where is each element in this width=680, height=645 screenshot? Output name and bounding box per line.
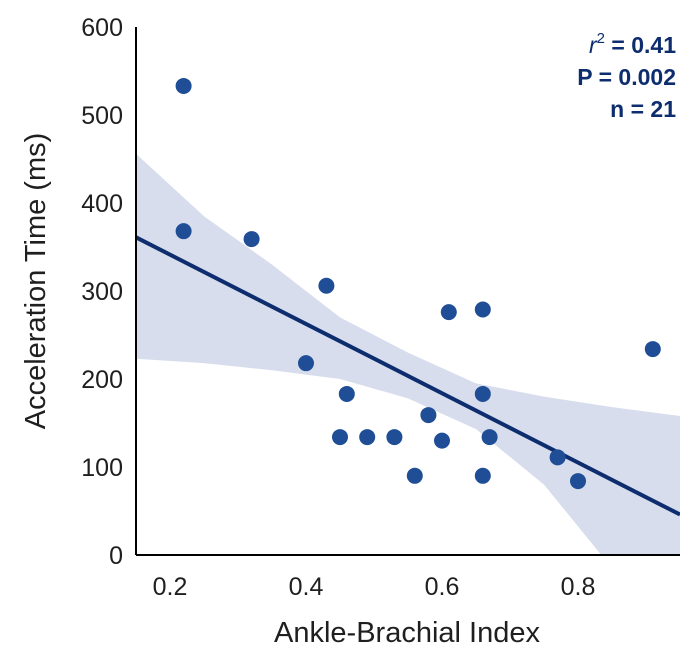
data-point bbox=[644, 341, 661, 358]
x-tick-label: 0.8 bbox=[561, 573, 596, 601]
data-point bbox=[481, 429, 498, 446]
data-point bbox=[440, 304, 457, 321]
data-point bbox=[318, 277, 335, 294]
data-point bbox=[386, 429, 403, 446]
r-squared-annotation: r2 = 0.41 bbox=[589, 30, 676, 58]
regression-line bbox=[136, 235, 680, 517]
data-point bbox=[420, 407, 437, 424]
y-tick-label: 300 bbox=[81, 278, 123, 306]
y-axis-title: Acceleration Time (ms) bbox=[20, 133, 52, 430]
data-point bbox=[298, 355, 314, 372]
data-point bbox=[570, 473, 586, 490]
x-tick-label: 0.4 bbox=[289, 573, 324, 601]
data-point bbox=[175, 223, 192, 240]
p-value-annotation: P = 0.002 bbox=[577, 64, 676, 90]
data-points bbox=[175, 77, 661, 490]
data-point bbox=[474, 467, 491, 484]
x-tick-label: 0.2 bbox=[153, 573, 188, 601]
confidence-band bbox=[136, 153, 680, 555]
data-point bbox=[359, 429, 376, 446]
data-point bbox=[474, 385, 491, 402]
x-axis-title: Ankle-Brachial Index bbox=[274, 617, 540, 645]
data-point bbox=[474, 301, 491, 318]
y-tick-label: 400 bbox=[81, 190, 123, 218]
data-point bbox=[332, 429, 348, 446]
y-tick-label: 0 bbox=[109, 542, 123, 570]
data-point bbox=[406, 467, 423, 484]
data-point bbox=[434, 432, 450, 449]
n-annotation: n = 21 bbox=[610, 96, 676, 122]
x-tick-labels: 0.2 0.4 0.6 0.8 bbox=[153, 573, 596, 601]
x-tick-label: 0.6 bbox=[425, 573, 460, 601]
data-point bbox=[338, 385, 355, 402]
y-tick-label: 100 bbox=[81, 454, 123, 482]
data-point bbox=[549, 449, 566, 466]
y-tick-label: 600 bbox=[81, 14, 123, 42]
data-point bbox=[175, 77, 192, 94]
y-tick-labels: 0 100 200 300 400 500 600 bbox=[81, 14, 123, 570]
y-tick-label: 200 bbox=[81, 366, 123, 394]
y-tick-label: 500 bbox=[81, 102, 123, 130]
data-point bbox=[243, 231, 260, 248]
